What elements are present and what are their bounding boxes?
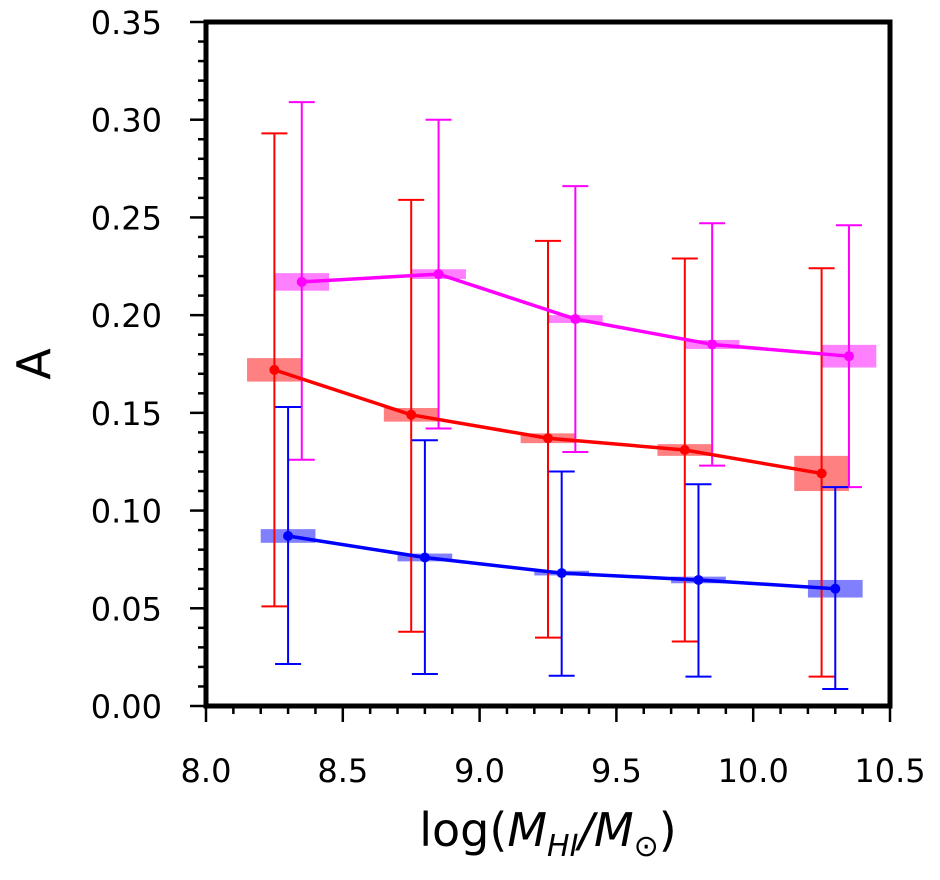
x-label-prefix: log(	[419, 803, 507, 857]
y-tick-label: 0.15	[91, 395, 162, 433]
x-tick-label: 8.5	[317, 752, 368, 790]
tick-labels: 8.0 8.5 9.0 9.5 10.0 10.5 0.00 0.05 0.10 0.15 0.20…	[91, 4, 926, 790]
x-tick-label: 10.0	[718, 752, 789, 790]
red-data-point	[816, 468, 827, 479]
red-data-point	[269, 364, 280, 375]
x-axis-label: log(MHI/M⊙)	[419, 803, 676, 864]
y-tick-label: 0.20	[91, 297, 162, 335]
magenta-data-point	[296, 276, 307, 287]
blue-data-point	[556, 568, 567, 579]
red-data-point	[406, 409, 417, 420]
blue-data-point	[830, 583, 841, 594]
y-axis-label: A	[7, 348, 61, 380]
blue-data-point	[419, 552, 430, 563]
x-tick-label: 9.0	[454, 752, 505, 790]
x-label-suffix: )	[659, 803, 677, 857]
magenta-data-point	[433, 269, 444, 280]
blue-data-point	[693, 574, 704, 585]
x-label-sub-hi: HI	[547, 829, 579, 864]
y-tick-label: 0.35	[91, 4, 162, 42]
red-data-point	[543, 433, 553, 444]
magenta-data-point	[707, 339, 718, 350]
magenta-data-point	[843, 351, 854, 362]
x-tick-label: 9.5	[591, 752, 642, 790]
x-tick-label: 8.0	[181, 752, 232, 790]
x-label-mass: M	[507, 803, 547, 857]
y-tick-label: 0.00	[91, 688, 162, 726]
y-tick-label: 0.05	[91, 590, 162, 628]
y-tick-label: 0.10	[91, 493, 162, 531]
x-tick-label: 10.5	[854, 752, 925, 790]
y-tick-label: 0.25	[91, 199, 162, 237]
data-points	[269, 269, 854, 594]
plot-frame	[203, 19, 893, 709]
y-tick-label: 0.30	[91, 102, 162, 140]
blue-data-point	[283, 530, 294, 541]
red-data-point	[679, 444, 690, 455]
magenta-data-point	[570, 314, 581, 325]
x-label-mass-sun: M	[594, 803, 634, 857]
x-label-sun-symbol: ⊙	[634, 829, 659, 864]
